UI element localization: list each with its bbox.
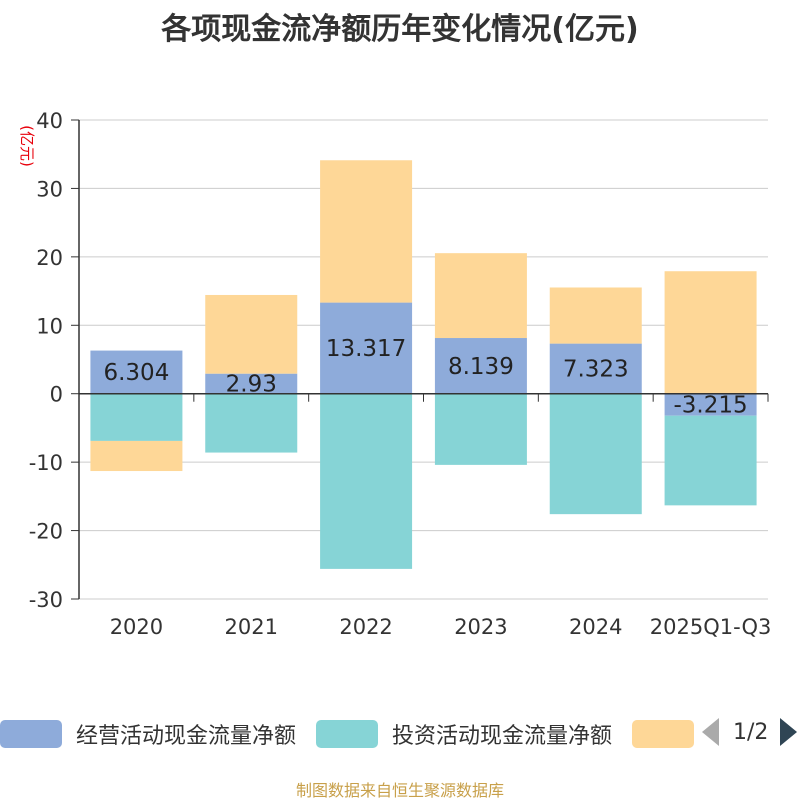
bar-series0-2021[interactable] <box>205 373 298 394</box>
bar-series1-2022[interactable] <box>320 393 413 569</box>
bars <box>90 160 757 569</box>
bar-series0-2023[interactable] <box>434 338 527 394</box>
bar-series1-2020[interactable] <box>90 393 183 441</box>
bar-series1-2021[interactable] <box>205 393 298 453</box>
axes: 40 30 20 10 0 -10 -20 -30 2020 2021 2022 2023 2024 20… <box>29 109 772 639</box>
legend: 经营活动现金流量净额 投资活动现金流量净额 1/2 <box>0 716 800 752</box>
bar-series2-2025Q1-Q3[interactable] <box>664 271 757 394</box>
data-label-2022: 13.317 <box>326 336 406 362</box>
data-label-2024: 7.323 <box>563 357 629 383</box>
legend-swatch-operating <box>0 720 62 748</box>
bar-series0-2025Q1-Q3[interactable] <box>664 393 757 416</box>
x-tick-label: 2021 <box>225 615 278 639</box>
legend-item-operating[interactable]: 经营活动现金流量净额 <box>0 718 296 750</box>
y-tick-label: -20 <box>29 520 63 544</box>
legend-pager: 1/2 <box>702 718 798 746</box>
y-tick-label: 0 <box>50 383 63 407</box>
legend-swatch-financing <box>632 720 695 748</box>
y-tick-label: -30 <box>29 588 63 612</box>
bar-series2-2021[interactable] <box>205 294 298 374</box>
x-tick-label: 2020 <box>110 615 163 639</box>
gridlines <box>79 119 768 600</box>
y-tick-label: 30 <box>36 177 63 201</box>
x-tick-label: 2022 <box>339 615 392 639</box>
bar-series0-2024[interactable] <box>549 343 642 394</box>
legend-page-indicator: 1/2 <box>733 719 769 745</box>
y-tick-label: 20 <box>36 246 63 270</box>
legend-prev-page-icon[interactable] <box>702 718 719 746</box>
data-label-2023: 8.139 <box>448 354 514 380</box>
source-note: 制图数据来自恒生聚源数据库 <box>295 781 504 800</box>
x-tick-label: 2023 <box>454 615 507 639</box>
y-tick-label: -10 <box>29 451 63 475</box>
legend-item-financing[interactable] <box>632 720 708 748</box>
x-tick-label: 2025Q1-Q3 <box>650 615 772 639</box>
data-label-2020: 6.304 <box>103 360 169 386</box>
bar-series2-2020[interactable] <box>90 440 183 472</box>
legend-label-investing: 投资活动现金流量净额 <box>392 724 613 749</box>
legend-swatch-investing <box>316 720 379 748</box>
legend-next-page-icon[interactable] <box>780 718 798 746</box>
bar-series0-2020[interactable] <box>90 350 183 394</box>
legend-item-investing[interactable]: 投资活动现金流量净额 <box>316 718 612 750</box>
y-tick-label: 10 <box>36 314 63 338</box>
bar-series1-2023[interactable] <box>434 393 527 465</box>
bar-series2-2022[interactable] <box>320 160 413 303</box>
bar-series1-2025Q1-Q3[interactable] <box>664 415 757 506</box>
data-labels: 6.304 2.93 13.317 8.139 7.323 -3.215 <box>103 336 747 419</box>
chart-title: 各项现金流净额历年变化情况(亿元) <box>161 12 639 47</box>
y-tick-label: 40 <box>36 109 63 133</box>
data-label-2025Q1-Q3: -3.215 <box>674 393 748 419</box>
x-tick-label: 2024 <box>569 615 622 639</box>
bar-series1-2024[interactable] <box>549 393 642 515</box>
bar-series2-2023[interactable] <box>434 253 527 339</box>
data-label-2021: 2.93 <box>226 372 277 398</box>
bar-series0-2022[interactable] <box>320 302 413 394</box>
y-axis-unit-label: (亿元) <box>18 125 36 167</box>
legend-label-operating: 经营活动现金流量净额 <box>76 724 297 749</box>
bar-series2-2024[interactable] <box>549 287 642 344</box>
